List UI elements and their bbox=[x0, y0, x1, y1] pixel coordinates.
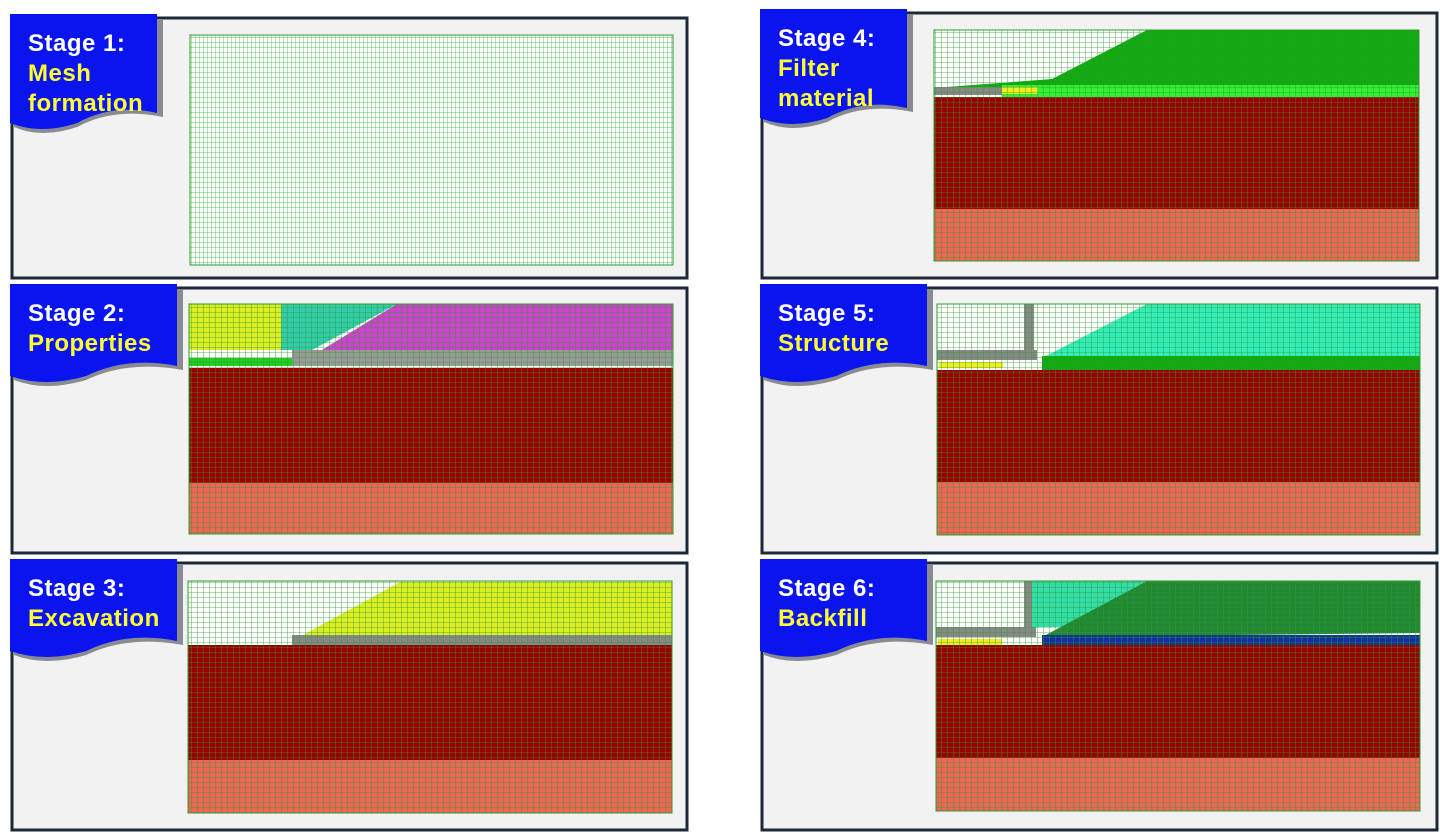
stage-panel: Stage 6: Backfill bbox=[760, 559, 1439, 832]
stage-title: Structure bbox=[778, 330, 889, 357]
stage-title: Filter bbox=[778, 55, 840, 82]
mesh-grid bbox=[189, 34, 674, 266]
stage-label: Stage 6: bbox=[778, 575, 875, 602]
stage-panel: Stage 3: Excavation bbox=[10, 559, 689, 832]
mesh-grid bbox=[933, 29, 1420, 262]
label-flag bbox=[10, 284, 177, 382]
label-flag bbox=[10, 14, 157, 129]
stage-label: Stage 1: bbox=[28, 30, 125, 57]
label-flag bbox=[10, 559, 177, 657]
stage-panel: Stage 1: Mesh formation bbox=[10, 14, 689, 280]
stage-panel: Stage 4: Filter material bbox=[760, 9, 1439, 280]
stage-title: Excavation bbox=[28, 605, 160, 632]
stage-title: formation bbox=[28, 90, 143, 117]
mesh-grid bbox=[187, 580, 673, 814]
stage-title: Properties bbox=[28, 330, 152, 357]
stage-panel: Stage 2: Properties bbox=[10, 284, 689, 555]
stage-title: Mesh bbox=[28, 60, 91, 87]
stage-label: Stage 3: bbox=[28, 575, 125, 602]
label-flag bbox=[760, 559, 927, 657]
stage-label: Stage 4: bbox=[778, 25, 875, 52]
stage-label: Stage 5: bbox=[778, 300, 875, 327]
mesh-grid bbox=[936, 303, 1421, 536]
label-flag bbox=[760, 284, 927, 382]
stage-label: Stage 2: bbox=[28, 300, 125, 327]
mesh-grid bbox=[935, 580, 1421, 812]
stage-panel: Stage 5: Structure bbox=[760, 284, 1439, 555]
stage-title: material bbox=[778, 85, 874, 112]
mesh-grid bbox=[188, 303, 674, 535]
stage-title: Backfill bbox=[778, 605, 867, 632]
label-flag bbox=[760, 9, 907, 124]
